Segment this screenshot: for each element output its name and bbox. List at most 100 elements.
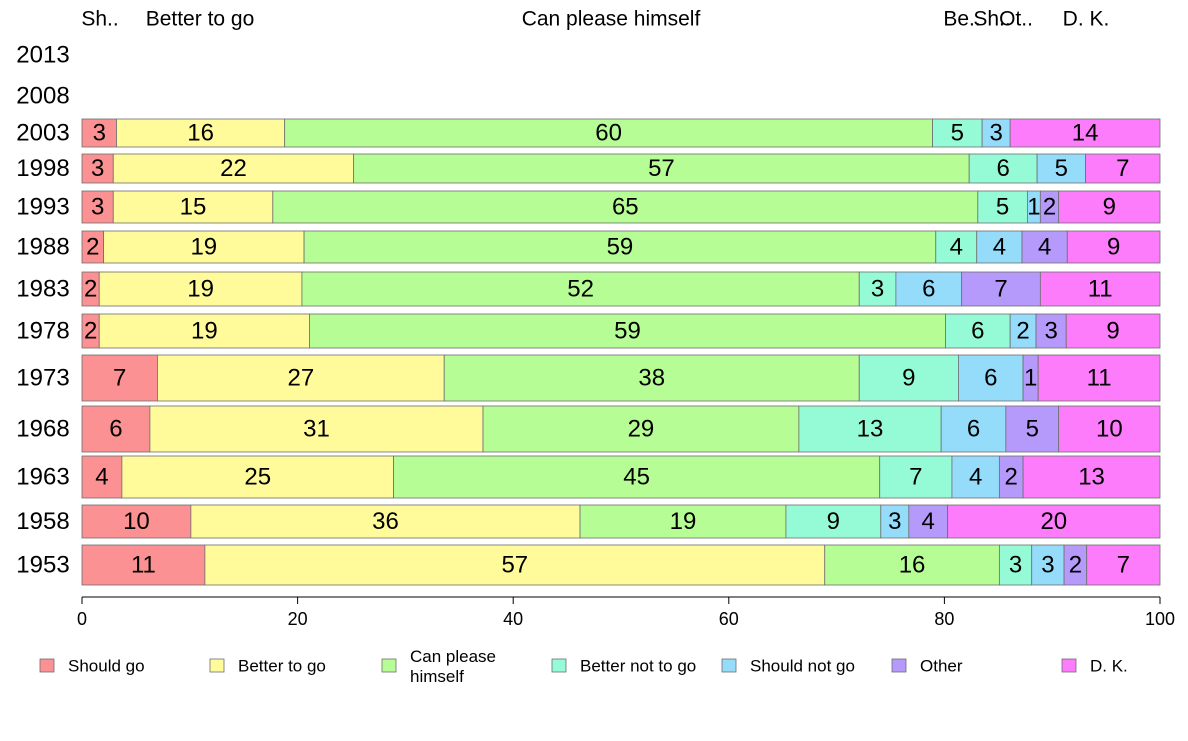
data-label: 6 xyxy=(109,415,122,442)
bar-segment xyxy=(1065,313,1161,349)
bar-segment xyxy=(81,153,114,184)
legend-swatch xyxy=(209,658,225,673)
legend: Should go Better to go Can please himself Be… xyxy=(39,647,1128,686)
data-label: 6 xyxy=(996,155,1009,182)
bar-segment xyxy=(149,405,484,453)
data-label: 36 xyxy=(372,508,399,535)
data-label: 2 xyxy=(1069,551,1082,578)
bar-segment xyxy=(301,271,860,307)
data-label: 4 xyxy=(969,463,982,490)
legend-swatch xyxy=(39,658,55,673)
bar-segment xyxy=(998,544,1033,586)
data-label: 4 xyxy=(993,233,1006,260)
bar-segment xyxy=(1066,230,1161,264)
data-label: 4 xyxy=(950,233,963,260)
bar-segment xyxy=(1009,313,1037,349)
bars: 3 16 60 5 3 143 22 57 6 5 73 15 65 5 1 2 92 19 59 4 4 4 92 19 52… xyxy=(81,118,1161,586)
data-label: 3 xyxy=(91,193,104,220)
bar-segment xyxy=(976,230,1023,264)
bar-segment xyxy=(284,118,933,148)
data-label: 65 xyxy=(612,193,639,220)
bar-segment xyxy=(1021,230,1068,264)
data-label: 22 xyxy=(220,155,247,182)
data-label: 19 xyxy=(670,508,697,535)
x-tick-label: 100 xyxy=(1145,609,1175,629)
legend-swatch xyxy=(1061,658,1077,673)
bar-segment xyxy=(1039,271,1161,307)
row-label-1988: 1988 xyxy=(16,233,69,260)
data-label: 13 xyxy=(857,415,884,442)
data-label: 9 xyxy=(1106,317,1119,344)
bar-segment xyxy=(272,190,979,224)
bar-segment xyxy=(393,455,881,499)
bar-segment xyxy=(940,405,1007,453)
row-label-1963: 1963 xyxy=(16,463,69,490)
bar-segment xyxy=(112,153,355,184)
data-label: 25 xyxy=(244,463,271,490)
data-label: 3 xyxy=(93,119,106,146)
data-label: 2 xyxy=(1016,317,1029,344)
data-label: 60 xyxy=(595,119,622,146)
row-label-2008: 2008 xyxy=(16,82,69,109)
x-tick-label: 0 xyxy=(77,609,87,629)
bar-segment xyxy=(1031,544,1065,586)
bar-segment xyxy=(103,230,305,264)
legend-label: Should go xyxy=(68,656,145,675)
data-label: 2 xyxy=(1043,193,1056,220)
data-label: 57 xyxy=(501,551,528,578)
data-label: 2 xyxy=(84,275,97,302)
row-label-1983: 1983 xyxy=(16,275,69,302)
data-label: 3 xyxy=(1009,551,1022,578)
data-label: 57 xyxy=(648,155,675,182)
x-tick-label: 20 xyxy=(288,609,308,629)
x-tick-label: 80 xyxy=(934,609,954,629)
row-label-1968: 1968 xyxy=(16,415,69,442)
data-label: 52 xyxy=(567,275,594,302)
bar-segment xyxy=(1036,153,1087,184)
data-label: 6 xyxy=(971,317,984,344)
data-label: 11 xyxy=(131,551,156,578)
legend-swatch xyxy=(721,658,737,673)
data-label: 6 xyxy=(984,364,997,391)
data-label: 11 xyxy=(1087,364,1112,391)
data-label: 45 xyxy=(623,463,650,490)
data-label: 4 xyxy=(922,508,935,535)
bar-segment xyxy=(81,190,114,224)
data-label: 3 xyxy=(888,508,901,535)
bar-segment xyxy=(81,118,117,148)
bar-segment xyxy=(908,504,949,539)
data-label: 3 xyxy=(871,275,884,302)
bar-segment xyxy=(798,405,942,453)
top-label: Better to go xyxy=(146,8,255,31)
row-label-1993: 1993 xyxy=(16,193,69,220)
bar-segment xyxy=(1005,405,1060,453)
top-label: Sh.. xyxy=(973,8,1010,31)
legend-label: Should not go xyxy=(750,656,855,675)
bar-segment xyxy=(977,190,1028,224)
data-label: 15 xyxy=(180,193,207,220)
data-label: 2 xyxy=(1005,463,1018,490)
data-label: 7 xyxy=(994,275,1007,302)
data-label: 5 xyxy=(1026,415,1039,442)
data-label: 2 xyxy=(86,233,99,260)
bar-segment xyxy=(112,190,274,224)
bar-segment xyxy=(98,313,310,349)
data-label: 3 xyxy=(1041,551,1054,578)
bar-segment xyxy=(303,230,937,264)
data-label: 27 xyxy=(287,364,314,391)
bar-segment xyxy=(81,544,206,586)
data-label: 59 xyxy=(607,233,634,260)
data-label: 59 xyxy=(614,317,641,344)
bar-segment xyxy=(981,118,1011,148)
bar-segment xyxy=(81,455,123,499)
data-label: 5 xyxy=(951,119,964,146)
data-label: 10 xyxy=(1096,415,1123,442)
top-label: D. K. xyxy=(1063,8,1110,31)
legend-label: D. K. xyxy=(1090,656,1128,675)
bar-segment xyxy=(1086,544,1161,586)
bar-segment xyxy=(1037,354,1161,402)
row-label-1998: 1998 xyxy=(16,155,69,182)
bar-segment xyxy=(190,504,581,539)
data-label: 13 xyxy=(1078,463,1105,490)
